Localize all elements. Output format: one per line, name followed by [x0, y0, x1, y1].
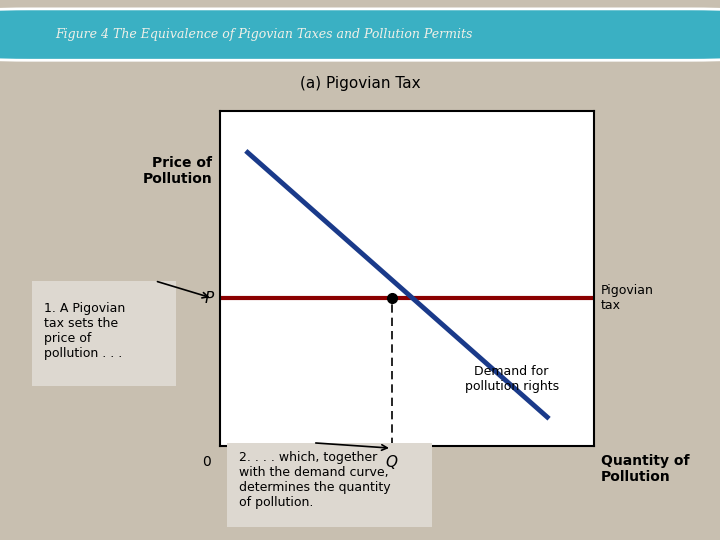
- Text: Demand for
pollution rights: Demand for pollution rights: [464, 364, 559, 393]
- FancyBboxPatch shape: [32, 281, 176, 386]
- Text: Pigovian
tax: Pigovian tax: [601, 284, 654, 312]
- Text: Quantity of
Pollution: Quantity of Pollution: [601, 454, 690, 484]
- Text: P: P: [204, 291, 214, 306]
- FancyBboxPatch shape: [227, 443, 432, 526]
- Text: Figure 4 The Equivalence of Pigovian Taxes and Pollution Permits: Figure 4 The Equivalence of Pigovian Tax…: [55, 28, 472, 41]
- Text: Price of
Pollution: Price of Pollution: [143, 156, 212, 186]
- Text: 2. . . . which, together
with the demand curve,
determines the quantity
of pollu: 2. . . . which, together with the demand…: [239, 451, 391, 509]
- FancyBboxPatch shape: [0, 9, 720, 60]
- Text: (a) Pigovian Tax: (a) Pigovian Tax: [300, 76, 420, 91]
- Text: 1. A Pigovian
tax sets the
price of
pollution . . .: 1. A Pigovian tax sets the price of poll…: [44, 302, 125, 360]
- Text: 0: 0: [202, 455, 211, 469]
- Text: Q: Q: [386, 455, 398, 470]
